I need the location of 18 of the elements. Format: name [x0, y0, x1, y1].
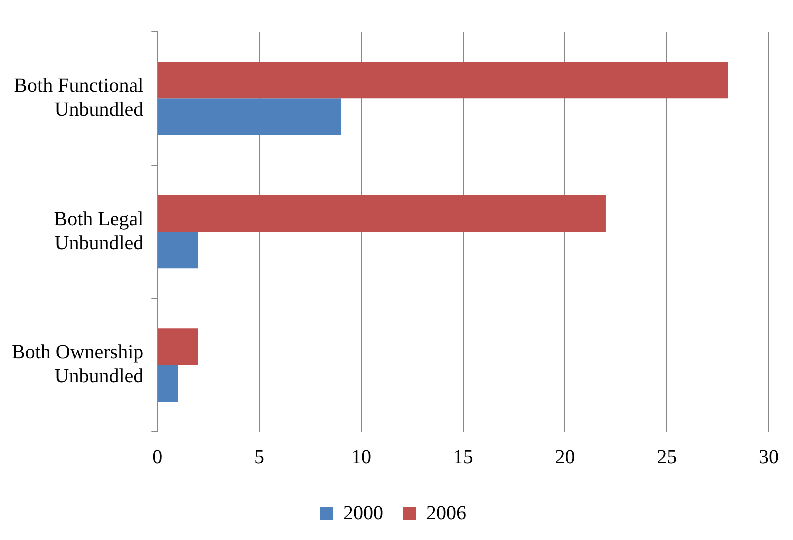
x-tick-label: 20: [555, 446, 576, 468]
y-tick-label: Both Legal Unbundled: [54, 208, 144, 254]
legend-label: 2006: [426, 502, 466, 524]
x-tick-label: 5: [254, 446, 265, 468]
bar: [158, 195, 606, 232]
y-tick-label: Both Ownership Unbundled: [12, 342, 144, 388]
legend-label: 2000: [344, 502, 384, 524]
x-tick-label: 15: [453, 446, 474, 468]
bar: [158, 62, 728, 99]
x-tick-label: 0: [152, 446, 163, 468]
x-tick-label: 10: [351, 446, 372, 468]
x-tick-label: 25: [657, 446, 678, 468]
bar: [158, 232, 198, 269]
bar: [158, 98, 342, 136]
y-tick-label: Both Functional Unbundled: [14, 74, 144, 121]
bar: [158, 328, 198, 366]
x-tick-label: 30: [759, 446, 779, 468]
bar: [158, 365, 178, 402]
